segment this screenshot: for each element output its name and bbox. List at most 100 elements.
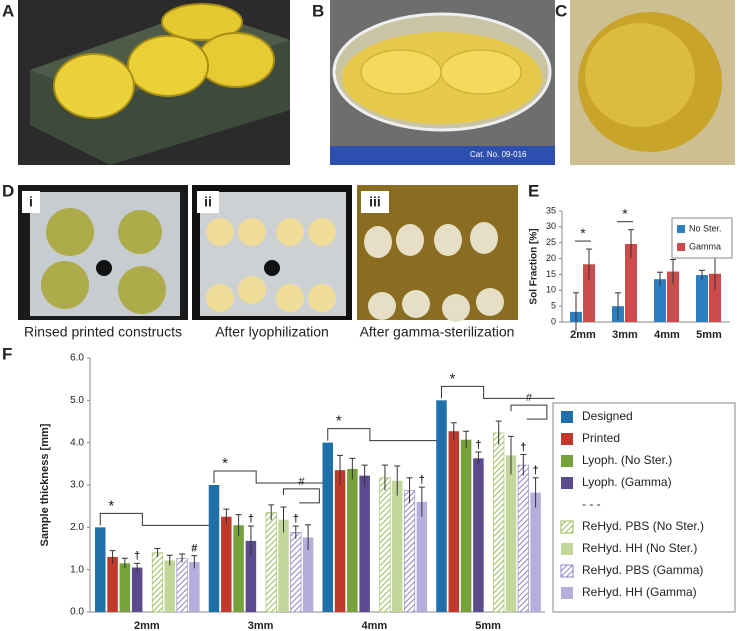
panel-label: C	[555, 1, 567, 20]
bar	[290, 532, 302, 613]
sub-label: i	[29, 194, 33, 210]
x-tick-label: 2mm	[134, 620, 160, 631]
ruler-text: Cat. No. 09-016	[470, 150, 527, 159]
legend-swatch	[677, 225, 685, 233]
annotation: †	[419, 474, 425, 486]
bar	[654, 279, 666, 322]
legend-separator: - - -	[582, 497, 601, 511]
annotation: †	[134, 550, 140, 562]
y-tick-label: 5.0	[70, 395, 84, 406]
bar	[322, 442, 333, 612]
significance-mark: *	[222, 455, 228, 472]
bar	[530, 492, 541, 612]
legend-label: No Ster.	[689, 223, 722, 233]
bar	[473, 458, 484, 612]
legend-swatch	[561, 543, 573, 555]
hash-bracket	[283, 488, 320, 504]
bar	[517, 464, 529, 613]
bar	[347, 468, 358, 612]
photo-a	[18, 0, 290, 165]
bar	[131, 567, 143, 612]
legend-swatch	[561, 477, 573, 489]
bar	[403, 490, 416, 613]
y-tick-label: 30	[546, 221, 556, 231]
legend-swatch	[560, 520, 574, 534]
bar	[164, 560, 175, 612]
legend-swatch	[561, 411, 573, 423]
y-tick-label: 10	[546, 285, 556, 295]
y-tick-label: 20	[546, 253, 556, 263]
caption: Rinsed printed constructs	[24, 324, 182, 340]
significance-mark: *	[622, 205, 628, 221]
panel-label: D	[2, 181, 14, 200]
panel-label: E	[528, 181, 539, 200]
photo-d-iii	[357, 185, 518, 322]
bar	[107, 556, 118, 612]
x-tick-label: 4mm	[654, 329, 680, 341]
legend-box	[671, 217, 733, 259]
legend-swatch	[560, 564, 574, 578]
bar	[245, 540, 257, 612]
bar	[151, 552, 163, 613]
y-tick-label: 5	[551, 301, 556, 311]
bar	[625, 243, 637, 322]
y-tick-label: 0.0	[70, 607, 84, 618]
legend-label: ReHyd. HH (Gamma)	[582, 585, 697, 599]
caption: After gamma-sterilization	[360, 324, 515, 340]
annotation: †	[248, 513, 254, 525]
bar	[119, 563, 131, 612]
bar	[416, 501, 428, 612]
bar	[696, 275, 708, 322]
y-tick-label: 25	[546, 237, 556, 247]
legend-swatch	[561, 587, 573, 599]
significance-mark: *	[580, 225, 586, 241]
x-tick-label: 3mm	[248, 620, 274, 631]
significance-mark: *	[450, 370, 456, 387]
x-tick-label: 2mm	[570, 329, 596, 341]
legend-label: Designed	[582, 409, 633, 423]
y-axis-label: Sample thickness [mm]	[39, 423, 51, 546]
legend-box	[552, 402, 736, 613]
bar	[583, 264, 595, 322]
bar	[359, 475, 370, 612]
bar	[379, 477, 391, 613]
annotation: #	[191, 543, 197, 555]
annotation: #	[526, 392, 533, 404]
legend-label: ReHyd. PBS (Gamma)	[582, 563, 703, 577]
legend-label: Lyoph. (No Ster.)	[582, 453, 672, 467]
y-tick-label: 6.0	[70, 353, 84, 364]
sub-label-box	[22, 191, 40, 213]
legend-label: Lyoph. (Gamma)	[582, 475, 672, 489]
bar	[302, 537, 314, 612]
y-tick-label: 3.0	[70, 480, 84, 491]
x-tick-label: 3mm	[612, 329, 638, 341]
x-tick-label: 5mm	[475, 620, 501, 631]
significance-bracket	[213, 470, 328, 484]
bar	[460, 439, 472, 612]
bar	[448, 431, 460, 612]
y-tick-label: 2.0	[70, 522, 84, 533]
x-tick-label: 5mm	[696, 329, 722, 341]
annotation: †	[533, 465, 539, 477]
annotation: †	[520, 441, 526, 453]
significance-mark: *	[108, 497, 114, 514]
bar	[278, 519, 289, 612]
x-tick-label: 4mm	[362, 620, 388, 631]
y-tick-label: 35	[546, 205, 556, 215]
bar	[208, 485, 220, 612]
bar	[667, 271, 679, 322]
legend-label: Printed	[582, 431, 620, 445]
y-tick-label: 0	[551, 316, 556, 326]
sub-label-box	[361, 191, 389, 213]
photo-d-i	[18, 185, 188, 320]
legend-label: ReHyd. HH (No Ster.)	[582, 541, 697, 555]
y-tick-label: 4.0	[70, 437, 84, 448]
caption: After lyophilization	[215, 324, 329, 340]
bar	[392, 480, 403, 612]
legend-label: ReHyd. PBS (No Ster.)	[582, 519, 704, 533]
panel-label: F	[2, 344, 12, 363]
panel-label: B	[312, 1, 324, 20]
sub-label-box	[197, 191, 219, 213]
y-axis-label: Sol Fraction [%]	[529, 228, 540, 304]
